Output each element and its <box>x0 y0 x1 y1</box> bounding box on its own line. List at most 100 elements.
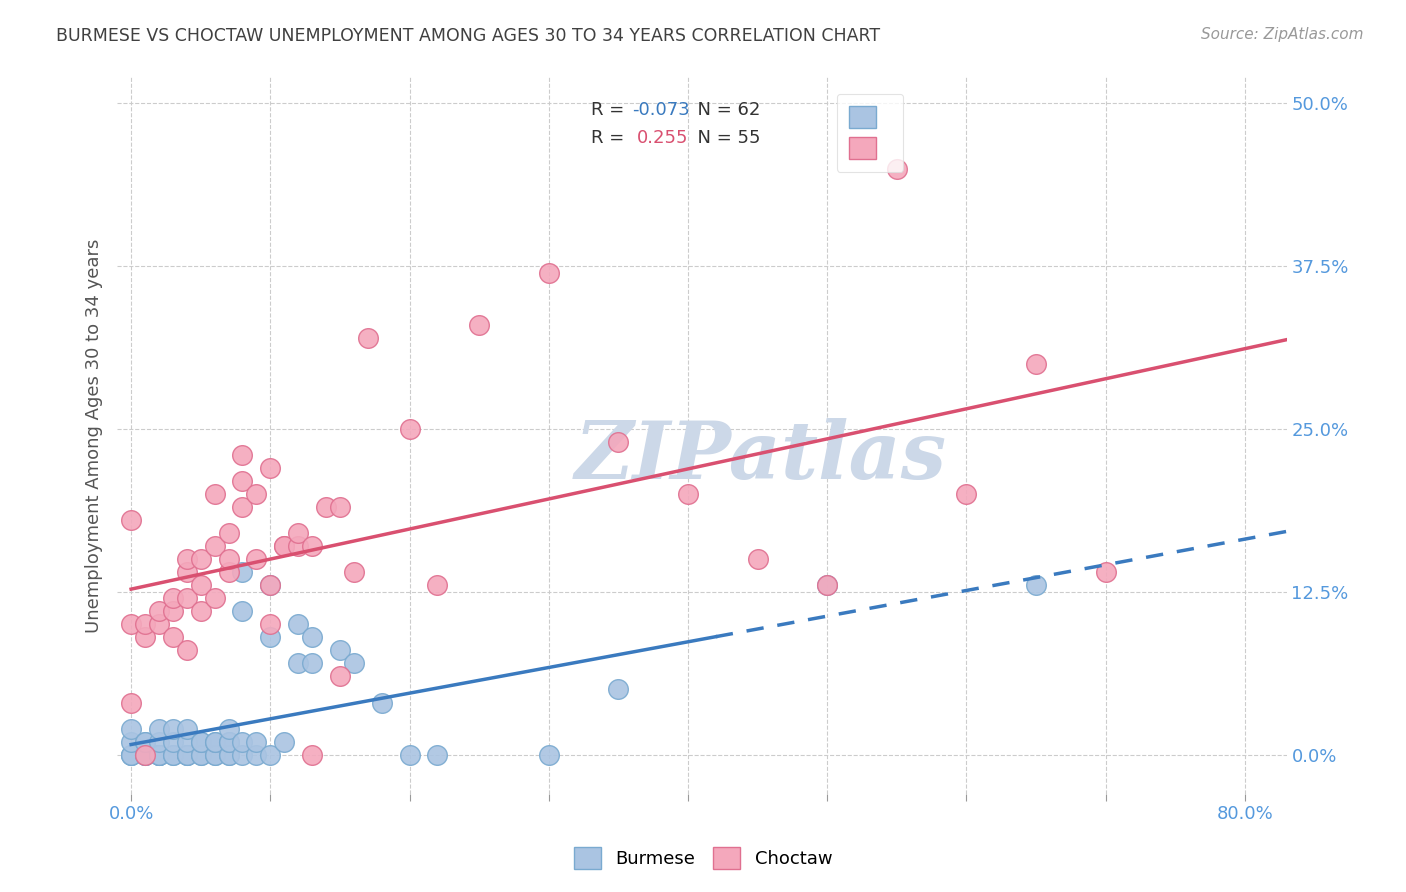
Point <box>218 747 240 762</box>
Point <box>148 747 170 762</box>
Point <box>148 747 170 762</box>
Point <box>120 734 142 748</box>
Point <box>148 747 170 762</box>
Point <box>134 747 156 762</box>
Point <box>204 747 226 762</box>
Text: -0.073: -0.073 <box>631 101 689 119</box>
Point <box>398 422 420 436</box>
Point <box>273 539 295 553</box>
Point <box>218 734 240 748</box>
Point <box>204 487 226 501</box>
Point <box>1025 357 1047 371</box>
Point <box>357 331 380 345</box>
Point <box>120 747 142 762</box>
Point <box>259 578 281 592</box>
Point <box>162 747 184 762</box>
Point <box>343 566 366 580</box>
Point <box>245 747 267 762</box>
Point <box>607 435 630 450</box>
Point <box>676 487 699 501</box>
Point <box>148 747 170 762</box>
Point <box>231 474 253 488</box>
Point <box>218 734 240 748</box>
Point <box>134 747 156 762</box>
Point <box>231 500 253 515</box>
Point <box>120 747 142 762</box>
Point <box>815 578 838 592</box>
Point <box>190 578 212 592</box>
Point <box>120 513 142 527</box>
Text: R =: R = <box>591 101 630 119</box>
Point <box>148 734 170 748</box>
Point <box>162 631 184 645</box>
Point <box>190 604 212 618</box>
Point <box>162 591 184 606</box>
Point <box>245 734 267 748</box>
Point <box>259 578 281 592</box>
Point <box>218 566 240 580</box>
Text: BURMESE VS CHOCTAW UNEMPLOYMENT AMONG AGES 30 TO 34 YEARS CORRELATION CHART: BURMESE VS CHOCTAW UNEMPLOYMENT AMONG AG… <box>56 27 880 45</box>
Point <box>426 578 449 592</box>
Point <box>134 747 156 762</box>
Point <box>190 552 212 566</box>
Point <box>815 578 838 592</box>
Point <box>955 487 977 501</box>
Point <box>204 734 226 748</box>
Point <box>176 591 198 606</box>
Point <box>886 161 908 176</box>
Point <box>204 591 226 606</box>
Point <box>148 617 170 632</box>
Point <box>329 669 352 683</box>
Point <box>120 696 142 710</box>
Point <box>176 747 198 762</box>
Point <box>176 722 198 736</box>
Point <box>259 747 281 762</box>
Point <box>162 734 184 748</box>
Legend: Burmese, Choctaw: Burmese, Choctaw <box>565 838 841 879</box>
Point <box>190 734 212 748</box>
Text: 0.255: 0.255 <box>637 129 688 147</box>
Point <box>537 747 560 762</box>
Point <box>259 617 281 632</box>
Legend: , : , <box>837 94 903 172</box>
Point <box>537 266 560 280</box>
Point <box>134 734 156 748</box>
Point <box>301 747 323 762</box>
Point <box>134 747 156 762</box>
Point <box>287 657 309 671</box>
Point <box>204 734 226 748</box>
Point <box>287 526 309 541</box>
Point <box>1094 566 1116 580</box>
Point <box>287 617 309 632</box>
Point <box>204 747 226 762</box>
Point <box>148 747 170 762</box>
Point <box>176 643 198 657</box>
Point <box>259 631 281 645</box>
Text: R =: R = <box>591 129 636 147</box>
Point <box>273 734 295 748</box>
Point <box>120 722 142 736</box>
Point <box>134 617 156 632</box>
Point <box>176 747 198 762</box>
Point <box>190 734 212 748</box>
Point <box>218 552 240 566</box>
Point <box>134 734 156 748</box>
Point <box>245 487 267 501</box>
Point <box>231 566 253 580</box>
Point <box>245 552 267 566</box>
Text: ZIPatlas: ZIPatlas <box>574 418 946 496</box>
Point <box>287 539 309 553</box>
Point <box>426 747 449 762</box>
Point <box>259 461 281 475</box>
Point <box>273 539 295 553</box>
Point <box>176 747 198 762</box>
Point <box>148 604 170 618</box>
Point <box>231 448 253 462</box>
Point <box>343 657 366 671</box>
Point <box>231 734 253 748</box>
Text: N = 55: N = 55 <box>686 129 761 147</box>
Point <box>190 747 212 762</box>
Point <box>176 734 198 748</box>
Point <box>120 617 142 632</box>
Point <box>162 722 184 736</box>
